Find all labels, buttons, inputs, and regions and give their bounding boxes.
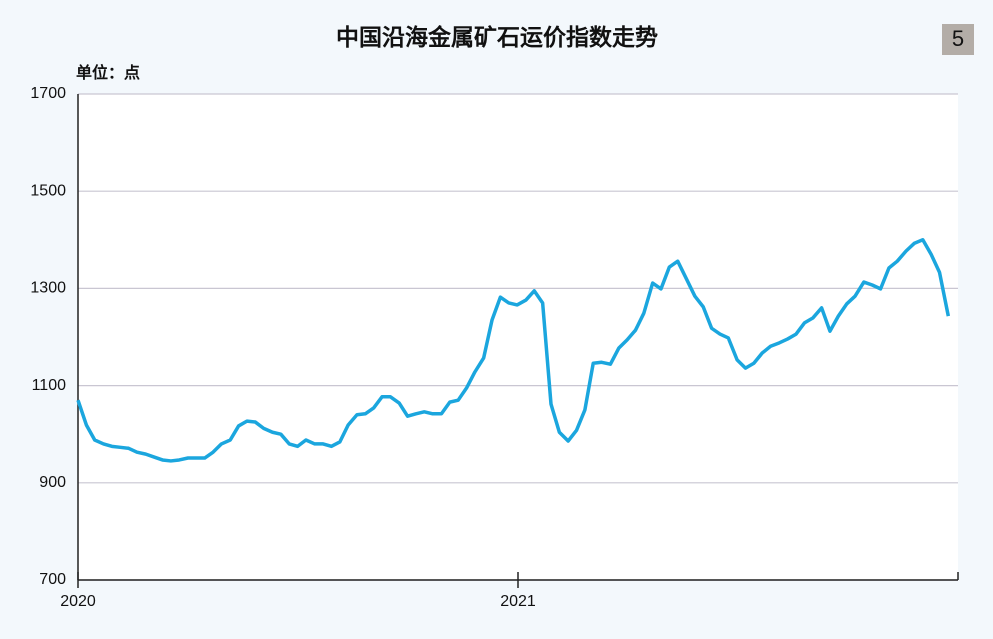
- y-tick-label: 1500: [30, 182, 66, 199]
- x-tick-label: 2021: [500, 593, 536, 610]
- badge-box: [942, 24, 974, 55]
- y-tick-label: 1300: [30, 280, 66, 297]
- y-tick-label: 1700: [30, 85, 66, 102]
- y-tick-label: 700: [39, 571, 66, 588]
- line-series: [76, 238, 951, 463]
- y-tick-label: 1100: [32, 377, 67, 394]
- plot-area: [78, 94, 958, 580]
- badge: 5: [952, 26, 964, 51]
- y-unit-label: 单位：点: [76, 63, 140, 82]
- chart-title: 中国沿海金属矿石运价指数走势: [336, 24, 658, 50]
- x-tick-label: 2020: [60, 593, 96, 610]
- y-tick-label: 900: [39, 474, 66, 491]
